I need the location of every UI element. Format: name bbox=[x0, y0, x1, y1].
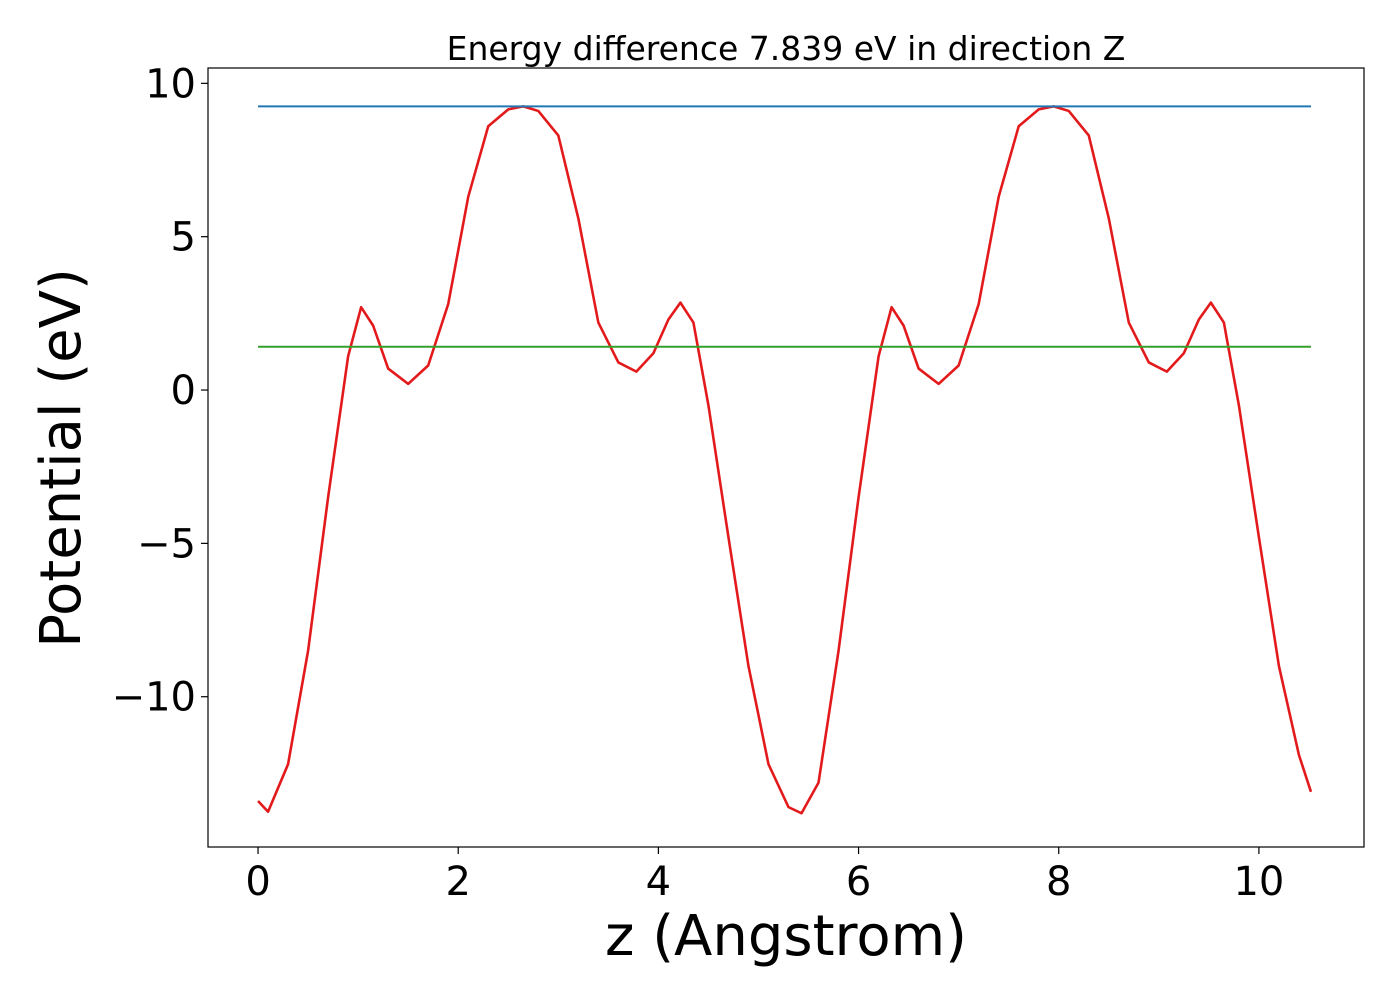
y-tick-label: −10 bbox=[112, 675, 196, 721]
x-axis-label: z (Angstrom) bbox=[605, 904, 967, 969]
chart-title: Energy difference 7.839 eV in direction … bbox=[447, 29, 1126, 68]
y-tick-label: 5 bbox=[171, 215, 196, 261]
plot-frame bbox=[207, 67, 1365, 848]
x-tick-label: 4 bbox=[646, 859, 671, 905]
y-tick-label: 10 bbox=[145, 61, 196, 107]
series-line-0 bbox=[257, 105, 1313, 815]
x-tick-label: 0 bbox=[245, 859, 270, 905]
x-tick-label: 2 bbox=[445, 859, 470, 905]
x-tick-label: 10 bbox=[1233, 859, 1284, 905]
x-tick-label: 6 bbox=[846, 859, 871, 905]
y-axis-label: Potential (eV) bbox=[29, 268, 94, 648]
series-layer bbox=[257, 105, 1313, 815]
axes-layer: 0 2 4 6 8 10 10 5 0 −5 −10 bbox=[112, 61, 1365, 905]
x-tick-label: 8 bbox=[1046, 859, 1071, 905]
y-tick-label: −5 bbox=[137, 521, 196, 567]
y-tick-label: 0 bbox=[171, 368, 196, 414]
